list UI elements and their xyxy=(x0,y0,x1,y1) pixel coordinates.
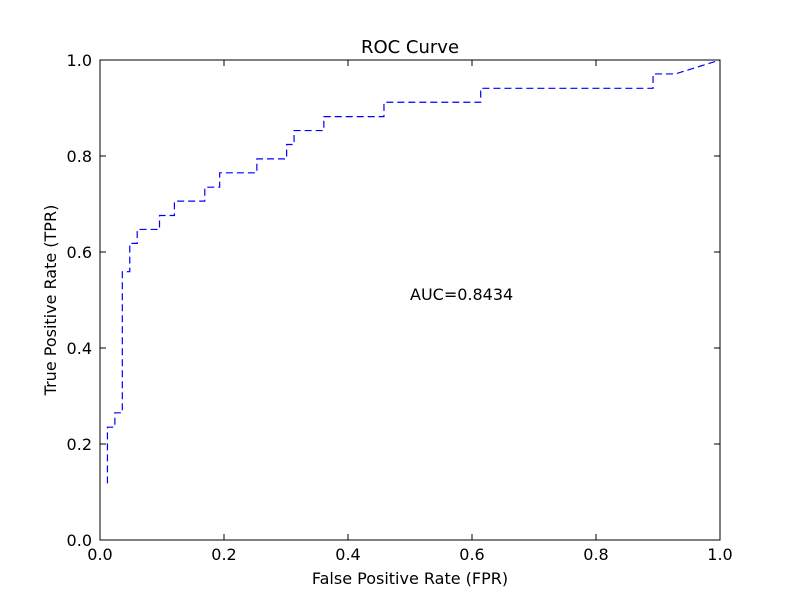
auc-annotation: AUC=0.8434 xyxy=(410,285,513,304)
y-axis-label: True Positive Rate (TPR) xyxy=(41,205,60,397)
x-axis-label: False Positive Rate (FPR) xyxy=(312,569,508,588)
x-tick-label: 0.2 xyxy=(211,545,236,564)
chart-title: ROC Curve xyxy=(361,37,459,58)
y-tick-label: 0.8 xyxy=(67,147,92,166)
y-tick-label: 0.6 xyxy=(67,243,92,262)
plot-area xyxy=(100,60,720,540)
y-tick-label: 0.2 xyxy=(67,435,92,454)
x-tick-label: 1.0 xyxy=(707,545,732,564)
series-layer xyxy=(106,59,721,484)
plot-frame xyxy=(99,59,721,541)
y-tick-label: 0.0 xyxy=(67,531,92,550)
x-tick-label: 0.0 xyxy=(87,545,112,564)
x-tick-label: 0.8 xyxy=(583,545,608,564)
y-tick-label: 0.4 xyxy=(67,339,92,358)
x-tick-label: 0.6 xyxy=(459,545,484,564)
x-tick-label: 0.4 xyxy=(335,545,360,564)
roc-curve-line xyxy=(106,59,721,484)
y-tick-label: 1.0 xyxy=(67,51,92,70)
tick-layer: 0.0 0.2 0.4 0.6 0.8 1.0 0.0 0.2 0.4 0.6 0.8 1.0 xyxy=(67,51,733,564)
